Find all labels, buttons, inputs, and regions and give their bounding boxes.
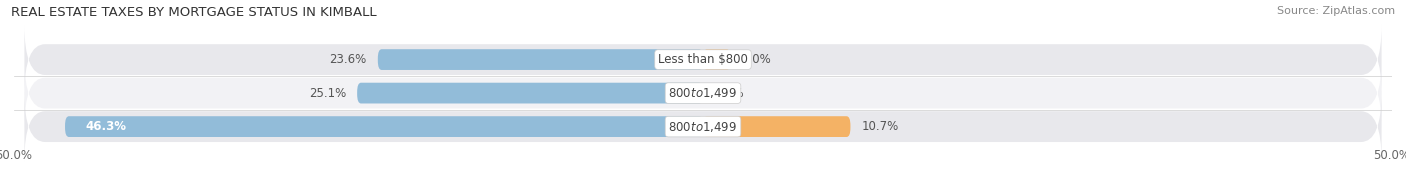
Text: 10.7%: 10.7% <box>862 120 898 133</box>
Text: 25.1%: 25.1% <box>309 87 346 100</box>
FancyBboxPatch shape <box>357 83 703 103</box>
FancyBboxPatch shape <box>65 116 703 137</box>
Text: 46.3%: 46.3% <box>86 120 127 133</box>
FancyBboxPatch shape <box>703 49 731 70</box>
Text: REAL ESTATE TAXES BY MORTGAGE STATUS IN KIMBALL: REAL ESTATE TAXES BY MORTGAGE STATUS IN … <box>11 6 377 19</box>
FancyBboxPatch shape <box>24 92 1382 162</box>
Text: $800 to $1,499: $800 to $1,499 <box>668 86 738 100</box>
Text: 23.6%: 23.6% <box>329 53 367 66</box>
FancyBboxPatch shape <box>378 49 703 70</box>
Text: Source: ZipAtlas.com: Source: ZipAtlas.com <box>1277 6 1395 16</box>
FancyBboxPatch shape <box>703 116 851 137</box>
FancyBboxPatch shape <box>24 25 1382 94</box>
Text: 0.0%: 0.0% <box>714 87 744 100</box>
Text: Less than $800: Less than $800 <box>658 53 748 66</box>
Text: 2.0%: 2.0% <box>741 53 772 66</box>
FancyBboxPatch shape <box>24 58 1382 128</box>
Text: $800 to $1,499: $800 to $1,499 <box>668 120 738 134</box>
